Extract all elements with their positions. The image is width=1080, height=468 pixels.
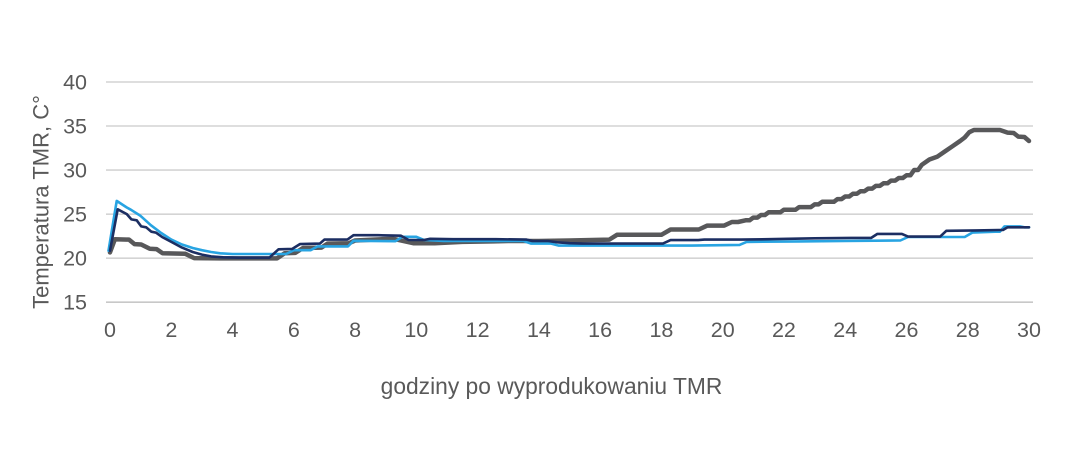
svg-text:0: 0 bbox=[104, 318, 116, 342]
svg-text:16: 16 bbox=[588, 318, 612, 342]
svg-text:26: 26 bbox=[895, 318, 919, 342]
svg-text:2: 2 bbox=[165, 318, 177, 342]
svg-text:6: 6 bbox=[288, 318, 300, 342]
svg-text:14: 14 bbox=[527, 318, 551, 342]
svg-text:28: 28 bbox=[956, 318, 980, 342]
svg-text:20: 20 bbox=[63, 247, 87, 271]
svg-text:20: 20 bbox=[711, 318, 735, 342]
svg-text:4: 4 bbox=[227, 318, 239, 342]
svg-text:Temperatura TMR, C°: Temperatura TMR, C° bbox=[29, 95, 54, 309]
svg-text:godziny po wyprodukowaniu TMR: godziny po wyprodukowaniu TMR bbox=[381, 373, 723, 399]
svg-text:40: 40 bbox=[63, 70, 87, 94]
svg-text:30: 30 bbox=[63, 159, 87, 183]
svg-text:8: 8 bbox=[349, 318, 361, 342]
svg-text:15: 15 bbox=[63, 291, 87, 315]
svg-text:24: 24 bbox=[833, 318, 857, 342]
svg-text:10: 10 bbox=[404, 318, 428, 342]
svg-text:22: 22 bbox=[772, 318, 796, 342]
svg-text:12: 12 bbox=[466, 318, 490, 342]
svg-text:30: 30 bbox=[1017, 318, 1041, 342]
svg-text:18: 18 bbox=[649, 318, 673, 342]
svg-text:25: 25 bbox=[63, 203, 87, 227]
svg-text:35: 35 bbox=[63, 114, 87, 138]
